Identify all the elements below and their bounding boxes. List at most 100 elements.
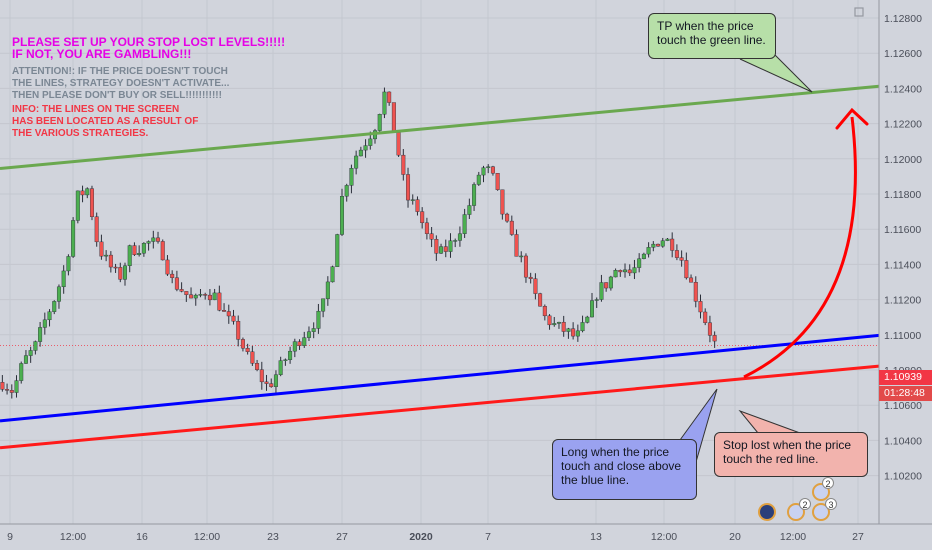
- candle-body: [349, 168, 354, 186]
- candle-body: [505, 213, 510, 222]
- candle-body: [61, 270, 66, 288]
- candle-body: [434, 239, 439, 254]
- candle-body: [132, 245, 137, 255]
- candle-body: [552, 323, 557, 326]
- candle-body: [19, 363, 24, 381]
- price-tick-label: 1.11400: [884, 259, 921, 271]
- candle-body: [590, 300, 594, 318]
- candle-body: [387, 91, 392, 103]
- price-axis[interactable]: 1.12800 1.12600 1.12400 1.12200 1.12000 1.118…: [884, 13, 922, 483]
- time-tick-label: 7: [485, 531, 491, 543]
- candle-body: [321, 298, 326, 312]
- price-tick-label: 1.11800: [884, 189, 921, 201]
- candle-body: [368, 138, 373, 146]
- grid-lines: [0, 0, 879, 524]
- candle-body: [330, 266, 335, 283]
- price-tick-label: 1.10400: [884, 435, 922, 447]
- event-globe-icon[interactable]: [758, 503, 776, 521]
- candle-body: [273, 374, 278, 387]
- candle-body: [113, 266, 118, 269]
- candle-body: [354, 155, 359, 169]
- candle-body: [283, 359, 288, 361]
- tp-callout[interactable]: TP when the price touch the green line.: [648, 13, 776, 59]
- candle-body: [184, 291, 189, 295]
- candle-body: [189, 294, 194, 299]
- time-tick-label: 12:00: [651, 531, 677, 543]
- candle-body: [514, 234, 519, 257]
- candle-body: [297, 341, 302, 346]
- candle-body: [141, 243, 146, 254]
- stop-callout-line-1: Stop lost when the price: [723, 438, 852, 452]
- trendlines[interactable]: [0, 84, 880, 450]
- candle-body: [646, 247, 651, 255]
- candle-body: [571, 328, 576, 337]
- candle-body: [94, 216, 99, 243]
- candle-body: [339, 196, 344, 235]
- long-callout[interactable]: Long when the price touch and close abov…: [552, 439, 697, 500]
- time-tick-label: 13: [590, 531, 602, 543]
- candle-body: [377, 114, 382, 131]
- info-line-2: HAS BEEN LOCATED AS A RESULT OF: [12, 116, 199, 127]
- candle-body: [472, 184, 477, 206]
- time-tick-label: 12:00: [60, 531, 86, 543]
- candle-body: [443, 246, 448, 252]
- time-tick-label: 27: [336, 531, 348, 543]
- candle-body: [448, 240, 453, 252]
- candle-body: [217, 292, 222, 311]
- candle-body: [538, 293, 543, 307]
- candle-body: [344, 185, 349, 197]
- warning-line-1: PLEASE SET UP YOUR STOP LOST LEVELS!!!!!: [12, 35, 286, 49]
- candle-body: [47, 311, 52, 321]
- candle-body: [311, 328, 316, 332]
- price-tick-label: 1.10200: [884, 471, 922, 483]
- event-count-badge: 3: [825, 498, 837, 510]
- candle-body: [71, 220, 76, 257]
- candle-body: [38, 327, 43, 342]
- candle-body: [236, 321, 241, 340]
- candle-body: [703, 311, 708, 323]
- long-callout-line-2: touch and close above: [561, 459, 682, 473]
- attention-line-2: THE LINES, STRATEGY DOESN'T ACTIVATE...: [12, 78, 230, 89]
- candle-body: [9, 390, 14, 393]
- candle-body: [632, 267, 637, 274]
- candle-body: [580, 322, 585, 332]
- time-tick-label: 23: [267, 531, 279, 543]
- time-tick-label: 27: [852, 531, 864, 543]
- stop-callout[interactable]: Stop lost when the price touch the red l…: [714, 432, 868, 477]
- candle-body: [490, 166, 495, 174]
- time-axis[interactable]: 9 12:00 16 12:00 23 27 2020 7 13 12:00 20 12:00 27: [7, 531, 864, 543]
- candle-body: [316, 310, 321, 329]
- candle-body: [170, 273, 175, 278]
- candle-body: [509, 220, 514, 235]
- candle-body: [137, 253, 142, 255]
- candle-body: [288, 350, 293, 360]
- candle-body: [495, 173, 500, 190]
- stop-callout-pointer: [738, 409, 801, 434]
- tp-callout-line-1: TP when the price: [657, 19, 754, 33]
- candle-body: [108, 254, 113, 268]
- candle-body: [500, 189, 505, 215]
- candle-body: [712, 335, 717, 342]
- candle-body: [528, 276, 533, 279]
- candle-body: [146, 241, 151, 244]
- blue-trendline: [0, 333, 880, 423]
- tp-callout-line-2: touch the green line.: [657, 33, 766, 47]
- price-tick-label: 1.10600: [884, 400, 922, 412]
- candle-body: [542, 306, 547, 317]
- candle-body: [566, 328, 571, 332]
- candle-body: [674, 250, 679, 258]
- settings-gear-icon[interactable]: [854, 7, 864, 17]
- candle-body: [165, 259, 170, 275]
- warning-line-2: IF NOT, YOU ARE GAMBLING!!!: [12, 47, 192, 61]
- candle-body: [476, 174, 481, 185]
- candle-body: [391, 102, 396, 133]
- candle-body: [99, 241, 104, 257]
- long-callout-line-3: the blue line.: [561, 473, 630, 487]
- info-text: INFO: THE LINES ON THE SCREEN HAS BEEN L…: [12, 104, 198, 140]
- candle-body: [193, 294, 198, 299]
- stop-callout-line-2: touch the red line.: [723, 452, 819, 466]
- candle-body: [523, 255, 528, 278]
- price-tick-label: 1.12600: [884, 48, 922, 60]
- candle-body: [429, 233, 434, 240]
